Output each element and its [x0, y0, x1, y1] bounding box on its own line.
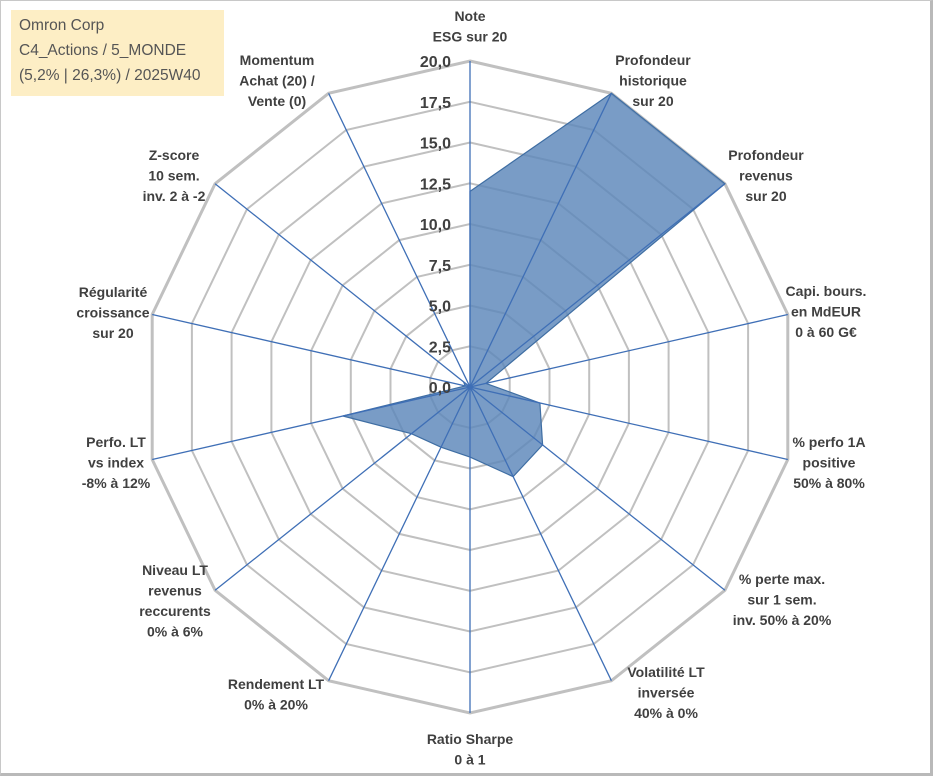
- axis-label-line: 0 à 1: [454, 752, 485, 768]
- axis-label: Régularité croissance sur 20: [76, 284, 149, 341]
- axis-label-line: 50% à 80%: [793, 475, 865, 491]
- portfolio-name: C4_Actions / 5_MONDE: [19, 38, 216, 63]
- axis-label-line: sur 20: [745, 188, 786, 204]
- axis-label-line: Momentum: [240, 52, 315, 68]
- axis-label-line: en MdEUR: [791, 304, 861, 320]
- axis-label-line: Z-score: [149, 147, 200, 163]
- axis-label-line: historique: [619, 73, 687, 89]
- axis-label: Note ESG sur 20: [433, 8, 508, 45]
- axis-label: % perfo 1A positive 50% à 80%: [792, 434, 865, 491]
- axis-label-line: Rendement LT: [228, 676, 325, 692]
- axis-label-line: 0 à 60 G€: [795, 324, 857, 340]
- axis-label-line: ESG sur 20: [433, 29, 508, 45]
- tick-label: 12,5: [420, 176, 451, 193]
- axis-label-line: positive: [803, 455, 856, 471]
- axis-label-line: Capi. bours.: [786, 283, 867, 299]
- axis-label-line: 0% à 6%: [147, 624, 204, 640]
- tick-label: 0,0: [429, 380, 451, 397]
- axis-label: Profondeur historique sur 20: [615, 52, 691, 109]
- tick-label: 15,0: [420, 136, 451, 153]
- axis-label: Profondeur revenus sur 20: [728, 147, 804, 204]
- axis-label-line: Perfo. LT: [86, 434, 146, 450]
- radial-tick-labels: 0,0 2,5 5,0 7,5 10,0 12,5 15,0 17,5 20,0: [420, 54, 451, 397]
- axis-label: Perfo. LT vs index -8% à 12%: [82, 434, 151, 491]
- axis-label: % perte max. sur 1 sem. inv. 50% à 20%: [733, 571, 832, 628]
- axis-label: Capi. bours. en MdEUR 0 à 60 G€: [786, 283, 867, 340]
- axis-label: Rendement LT 0% à 20%: [228, 676, 325, 713]
- axis-label-line: Achat (20) /: [239, 73, 315, 89]
- axis-label-line: Volatilité LT: [627, 664, 705, 680]
- axis-label-line: sur 20: [92, 325, 133, 341]
- axis-label-line: croissance: [76, 305, 149, 321]
- axis-label: Momentum Achat (20) / Vente (0): [239, 52, 315, 109]
- axis-label-line: inv. 50% à 20%: [733, 612, 832, 628]
- axis-label-line: Note: [454, 8, 485, 24]
- tick-label: 10,0: [420, 217, 451, 234]
- axis-label-line: reccurents: [139, 603, 211, 619]
- axis-label: Z-score 10 sem. inv. 2 à -2: [143, 147, 206, 204]
- axis-label-line: revenus: [739, 168, 793, 184]
- axis-label: Niveau LT revenus reccurents 0% à 6%: [139, 562, 211, 640]
- axis-label-line: sur 1 sem.: [747, 592, 816, 608]
- axis-label-line: % perte max.: [739, 571, 825, 587]
- tick-label: 20,0: [420, 54, 451, 71]
- axis-label-line: Régularité: [79, 284, 148, 300]
- axis-label: Volatilité LT inversée 40% à 0%: [627, 664, 705, 721]
- axis-label-line: inversée: [638, 685, 695, 701]
- company-name: Omron Corp: [19, 13, 216, 38]
- axis-label-line: Vente (0): [248, 93, 306, 109]
- tick-label: 5,0: [429, 299, 451, 316]
- axis-label-line: Ratio Sharpe: [427, 731, 514, 747]
- tick-label: 17,5: [420, 95, 451, 112]
- axis-label-line: revenus: [148, 583, 202, 599]
- axis-label: Ratio Sharpe 0 à 1: [427, 731, 514, 768]
- axis-label-line: vs index: [88, 455, 144, 471]
- axis-label-line: sur 20: [632, 93, 673, 109]
- axis-label-line: -8% à 12%: [82, 475, 151, 491]
- axis-label-line: Niveau LT: [142, 562, 208, 578]
- performance-stats: (5,2% | 26,3%) / 2025W40: [19, 63, 216, 88]
- axis-label-line: 10 sem.: [148, 168, 199, 184]
- axis-label-line: Profondeur: [615, 52, 691, 68]
- tick-label: 7,5: [429, 258, 451, 275]
- tick-label: 2,5: [429, 339, 451, 356]
- axis-label-line: Profondeur: [728, 147, 804, 163]
- axis-label-line: 40% à 0%: [634, 705, 698, 721]
- axis-label-line: inv. 2 à -2: [143, 188, 206, 204]
- axis-label-line: % perfo 1A: [792, 434, 865, 450]
- info-box: Omron Corp C4_Actions / 5_MONDE (5,2% | …: [11, 10, 224, 96]
- axis-label-line: 0% à 20%: [244, 697, 308, 713]
